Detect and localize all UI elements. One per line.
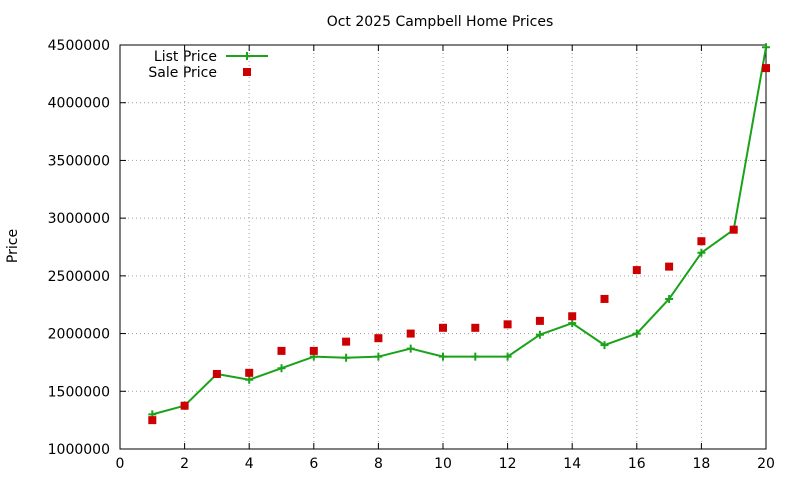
sale-price-point [600,294,609,303]
legend-label: List Price [154,49,217,65]
list-price-point [535,330,544,339]
x-tick-label: 20 [757,456,775,472]
x-tick-label: 8 [374,456,383,472]
x-tick-label: 0 [116,456,125,472]
y-tick-label: 1000000 [48,442,110,458]
x-tick-label: 14 [563,456,581,472]
x-tick-label: 12 [499,456,517,472]
chart-title: Oct 2025 Campbell Home Prices [327,14,554,30]
sale-price-point [212,369,221,378]
list-price-point [568,319,577,328]
list-price-point [600,341,609,350]
x-tick-label: 4 [245,456,254,472]
sale-price-point [535,316,544,325]
legend-label: Sale Price [148,65,217,81]
sale-price-point [568,312,577,321]
grid [120,45,766,449]
sale-price-point [729,225,738,234]
x-tick-label: 18 [692,456,710,472]
sale-price-point [245,368,254,377]
sale-price-point [148,416,157,425]
list-price-point [471,352,480,361]
series-sale-price [148,64,770,425]
y-tick-label: 2500000 [48,269,110,285]
series-layer [148,43,770,425]
sale-price-point [406,329,415,338]
list-price-point [245,375,254,384]
list-price-point [697,248,706,257]
legend-square-swatch [243,68,251,76]
x-tick-label: 10 [434,456,452,472]
sale-price-point [180,401,189,410]
x-tick-label: 2 [180,456,189,472]
sale-price-point [665,262,674,271]
x-tick-label: 6 [309,456,318,472]
y-tick-label: 4000000 [48,96,110,112]
list-price-point [439,352,447,361]
legend-plus-marker [243,52,251,60]
list-price-point [374,352,383,361]
sale-price-point [309,346,318,355]
sale-price-point [762,64,770,73]
axis-ticks: 0 2 4 6 8 10 12 14 16 18 20 1000000 1500000 2000000 25… [48,38,775,472]
y-tick-label: 4500000 [48,38,110,54]
sale-price-point [342,337,351,346]
sale-price-point [374,334,383,343]
y-axis-label: Price [5,229,21,263]
list-price-point [762,43,770,52]
list-price-point [406,344,415,353]
y-tick-label: 1500000 [48,384,110,400]
list-price-point [665,294,674,303]
sale-price-point [277,346,286,355]
sale-price-point [503,320,512,329]
sale-price-point [697,237,706,246]
list-price-point [277,364,286,373]
y-tick-label: 3000000 [48,211,110,227]
y-tick-label: 2000000 [48,327,110,343]
sale-price-point [439,323,447,332]
list-price-line [152,47,767,416]
series-list-price [148,43,770,419]
x-tick-label: 16 [628,456,646,472]
sale-price-point [632,266,641,275]
list-price-point [342,353,351,362]
list-price-point [503,352,512,361]
sale-price-point [471,323,480,332]
list-price-point [632,329,641,338]
y-tick-label: 3500000 [48,153,110,169]
